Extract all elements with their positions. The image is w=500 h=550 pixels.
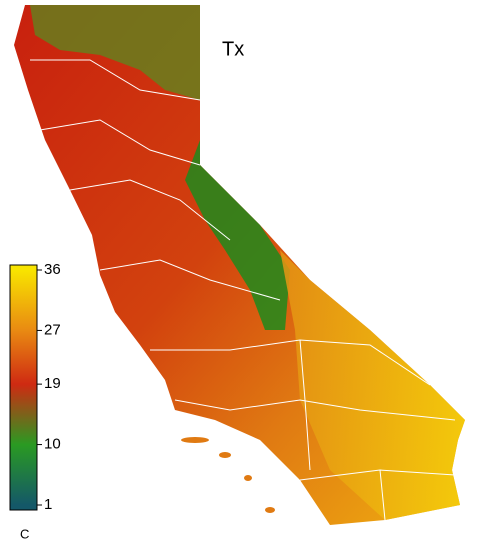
island	[265, 507, 275, 513]
island	[181, 437, 209, 443]
island	[219, 452, 231, 458]
colorbar-tick-label: 19	[44, 375, 61, 392]
county-lines	[30, 59, 456, 521]
colorbar-unit: C	[20, 526, 29, 541]
colorbar: 36 27 19 10 1	[9, 261, 61, 513]
county-line	[39, 119, 201, 166]
desert-region	[280, 250, 465, 520]
colorbar-tick-label: 1	[44, 496, 52, 513]
northern-highlands	[30, 5, 200, 100]
colorbar-ramp	[9, 264, 38, 511]
california-map	[14, 5, 465, 525]
county-line	[30, 59, 201, 101]
colorbar-tick-label: 27	[44, 321, 61, 338]
colorbar-tick-label: 10	[44, 436, 61, 453]
island	[244, 475, 252, 481]
sierra-nevada	[185, 140, 290, 330]
county-line	[99, 259, 281, 301]
county-line	[174, 399, 456, 421]
colorbar-tick-label: 36	[44, 261, 61, 278]
county-line	[69, 179, 231, 241]
county-line	[379, 469, 386, 521]
county-line	[299, 339, 311, 471]
map-title: Tx	[222, 38, 244, 60]
islands	[181, 437, 275, 513]
